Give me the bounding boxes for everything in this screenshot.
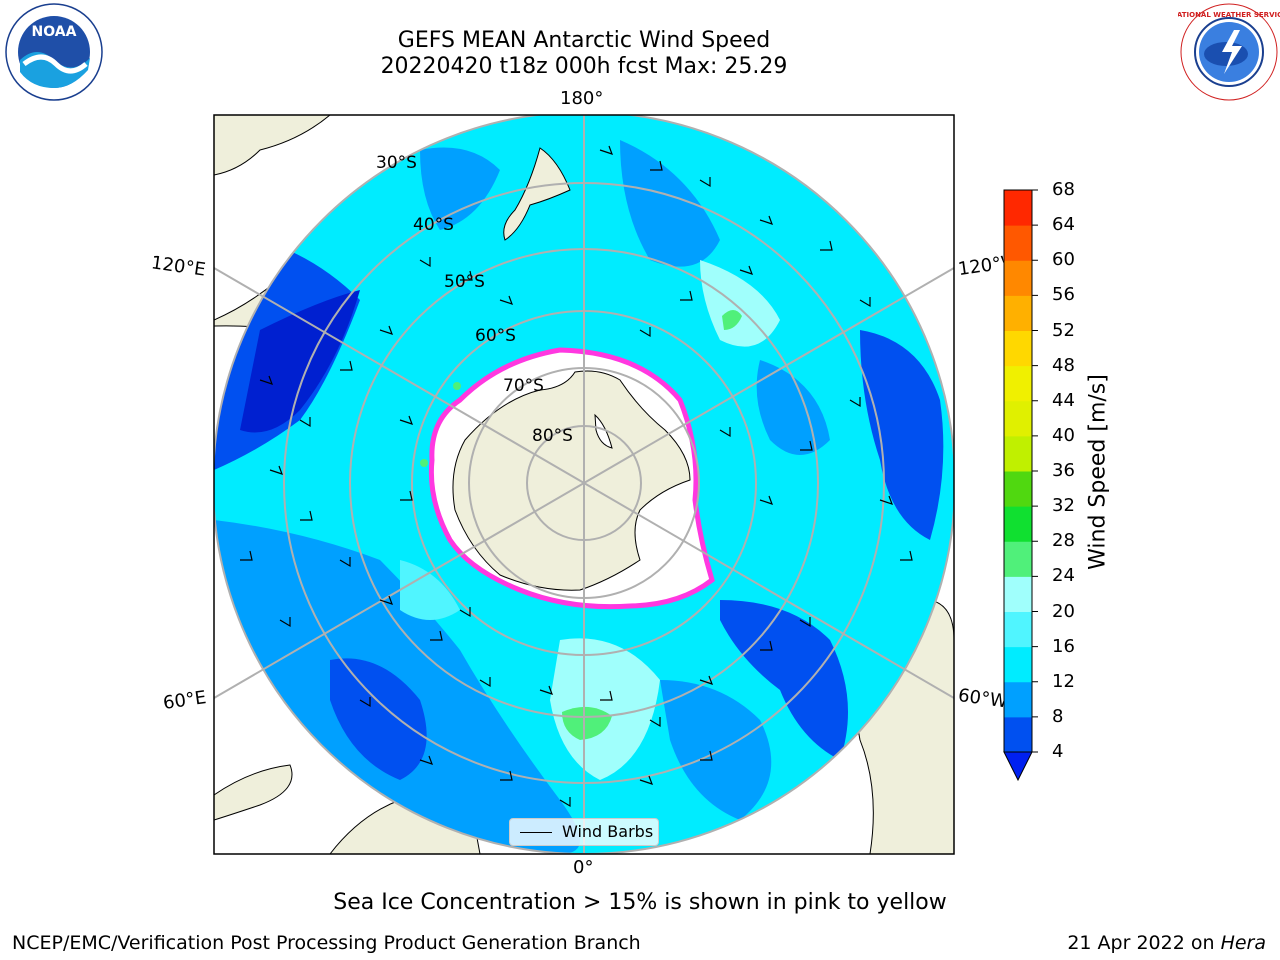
- colorbar-tick-label: 12: [1052, 670, 1075, 692]
- colorbar-tick-label: 40: [1052, 424, 1075, 446]
- colorbar-band: [1004, 190, 1032, 226]
- chart-title: GEFS MEAN Antarctic Wind Speed: [397, 28, 771, 53]
- colorbar-band: [1004, 506, 1032, 542]
- lon-label-0: 0°: [573, 857, 594, 878]
- noaa-logo: NOAA: [5, 3, 103, 101]
- colorbar-tick-label: 68: [1052, 179, 1075, 200]
- land-madagascar: [214, 764, 293, 821]
- noaa-logo-text: NOAA: [32, 24, 77, 40]
- graticule: [214, 115, 954, 854]
- colorbar: [1003, 189, 1038, 782]
- sea-ice-caption: Sea Ice Concentration > 15% is shown in …: [333, 890, 947, 915]
- lat-label-60s: 60°S: [475, 326, 516, 346]
- colorbar-band: [1004, 681, 1032, 718]
- chart-subtitle: 20220420 t18z 000h fcst Max: 25.29: [380, 54, 788, 79]
- legend-label: Wind Barbs: [562, 822, 654, 841]
- svg-text:NATIONAL WEATHER SERVICE: NATIONAL WEATHER SERVICE: [1178, 11, 1280, 19]
- colorbar-band: [1004, 646, 1032, 683]
- colorbar-tick-label: 48: [1052, 354, 1075, 376]
- colorbar-tick-label: 28: [1052, 530, 1075, 552]
- colorbar-tick-label: 8: [1052, 705, 1064, 727]
- colorbar-tick-label: 32: [1052, 495, 1075, 517]
- lon-label-180: 180°: [560, 88, 604, 109]
- colorbar-title: Wind Speed [m/s]: [1085, 374, 1111, 570]
- lat-label-50s: 50°S: [444, 272, 485, 292]
- land-antarctica: [452, 370, 691, 591]
- footer-host: Hera: [1220, 932, 1266, 954]
- lat-label-30s: 30°S: [376, 153, 417, 173]
- wind-barbs: [240, 145, 913, 808]
- colorbar-tick-label: 56: [1052, 284, 1075, 306]
- footer-date: 21 Apr 2022 on Hera: [1067, 932, 1266, 954]
- colorbar-tick-label: 36: [1052, 460, 1075, 481]
- colorbar-tick-label: 16: [1052, 635, 1075, 657]
- colorbar-tick-label: 60: [1052, 249, 1075, 271]
- colorbar-band: [1004, 365, 1032, 402]
- colorbar-tick-label: 24: [1052, 565, 1075, 587]
- colorbar-band: [1004, 435, 1032, 472]
- colorbar-tick-label: 20: [1052, 600, 1075, 622]
- colorbar-tick-label: 64: [1052, 214, 1075, 236]
- colorbar-band: [1004, 541, 1032, 577]
- colorbar-band: [1004, 260, 1032, 296]
- land-new-zealand: [503, 147, 571, 241]
- colorbar-band: [1004, 471, 1032, 507]
- colorbar-tick-label: 4: [1052, 741, 1064, 762]
- wind-barb-legend-line: [520, 832, 552, 833]
- colorbar-band: [1004, 295, 1032, 331]
- lat-label-70s: 70°S: [503, 376, 544, 396]
- map-legend: Wind Barbs: [509, 818, 659, 846]
- nws-logo: NATIONAL WEATHER SERVICE: [1178, 3, 1280, 101]
- footer-credit: NCEP/EMC/Verification Post Processing Pr…: [12, 932, 641, 954]
- colorbar-tick-label: 44: [1052, 389, 1075, 411]
- colorbar-band: [1004, 400, 1032, 437]
- colorbar-tick-label: 52: [1052, 319, 1075, 341]
- colorbar-band: [1004, 225, 1032, 261]
- lat-label-80s: 80°S: [532, 426, 573, 446]
- land-australia: [214, 115, 331, 176]
- footer-date-text: 21 Apr 2022 on: [1067, 932, 1221, 954]
- colorbar-band: [1004, 716, 1032, 753]
- colorbar-extend-triangle: [1003, 751, 1033, 782]
- colorbar-band: [1004, 611, 1032, 648]
- colorbar-band: [1004, 576, 1032, 612]
- lat-label-40s: 40°S: [413, 215, 454, 235]
- colorbar-band: [1004, 330, 1032, 367]
